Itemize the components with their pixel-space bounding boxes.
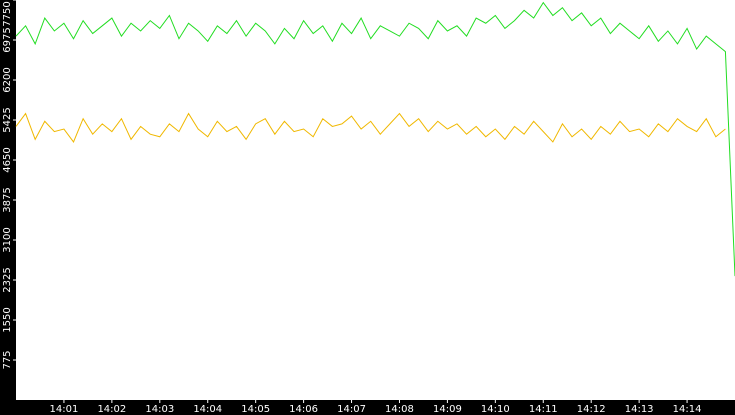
x-tick-label: 14:11 — [529, 404, 558, 415]
x-tick-label: 14:07 — [337, 404, 366, 415]
x-tick-label: 14:01 — [50, 404, 79, 415]
y-tick-label: 2325 — [2, 267, 13, 292]
y-tick-label: 6975 — [2, 27, 13, 52]
x-tick-label: 14:04 — [193, 404, 222, 415]
series-line — [15, 112, 726, 143]
x-tick-label: 14:14 — [673, 404, 702, 415]
x-tick-label: 14:06 — [289, 404, 318, 415]
y-axis-band — [0, 0, 16, 415]
x-tick-label: 14:05 — [241, 404, 270, 415]
x-tick-label: 14:02 — [97, 404, 126, 415]
series-line — [15, 1, 735, 277]
y-tick-label: 775 — [2, 350, 13, 369]
x-tick-label: 14:09 — [433, 404, 462, 415]
y-tick-label: 3100 — [2, 227, 13, 252]
x-axis-band — [0, 400, 735, 415]
x-tick-label: 14:10 — [481, 404, 510, 415]
y-tick-label: 7750 — [2, 1, 13, 26]
y-tick-label: 3875 — [2, 187, 13, 212]
x-tick-label: 14:08 — [385, 404, 414, 415]
x-tick-label: 14:03 — [145, 404, 174, 415]
y-tick-label: 5425 — [2, 107, 13, 132]
y-tick-label: 1550 — [2, 307, 13, 332]
y-tick-label: 6200 — [2, 67, 13, 92]
x-tick-label: 14:12 — [577, 404, 606, 415]
x-tick-label: 14:13 — [625, 404, 654, 415]
y-tick-label: 4650 — [2, 147, 13, 172]
